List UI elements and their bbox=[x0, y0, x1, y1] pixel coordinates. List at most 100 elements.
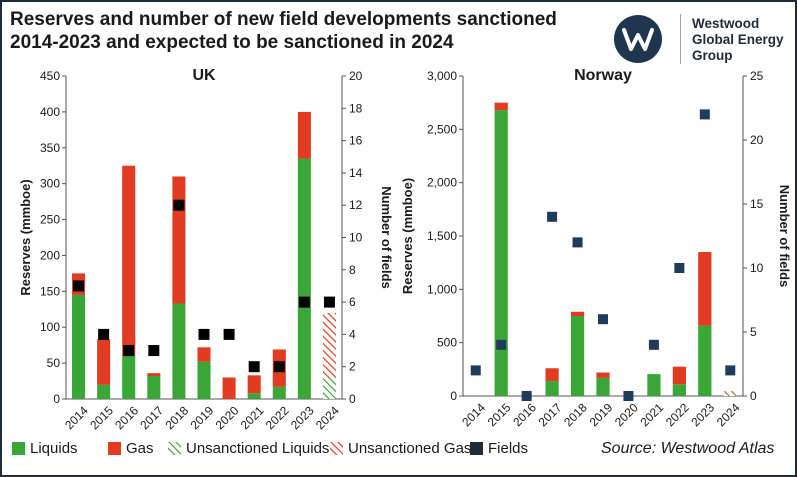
norway-x-tick-label: 2020 bbox=[612, 400, 641, 429]
norway-x-tick-label: 2021 bbox=[637, 400, 666, 429]
logo-line-2: Global Energy bbox=[692, 32, 784, 47]
norway-y2-axis-label: Number of fields bbox=[777, 185, 792, 288]
norway-y-axis-label: Reserves (mmboe) bbox=[400, 178, 415, 294]
uk-fields-marker bbox=[248, 361, 260, 373]
uk-liquids-bar bbox=[72, 294, 86, 399]
uk-x-tick-label: 2019 bbox=[188, 403, 217, 432]
uk-gas-bar bbox=[97, 339, 111, 385]
norway-x-tick-label: 2018 bbox=[561, 400, 590, 429]
uk-liquids-bar bbox=[97, 384, 111, 399]
norway-x-tick-label: 2023 bbox=[688, 400, 717, 429]
norway-x-tick-label: 2024 bbox=[714, 400, 743, 429]
legend-unsanctioned-liquids-label: Unsanctioned Liquids bbox=[186, 440, 330, 457]
norway-y-tick-label: 1,500 bbox=[427, 229, 457, 243]
norway-y2-tick-label: 15 bbox=[750, 197, 764, 211]
uk-y-axis-label: Reserves (mmboe) bbox=[18, 179, 33, 295]
uk-fields-marker bbox=[73, 280, 85, 292]
norway-y-tick-label: 500 bbox=[437, 336, 457, 350]
uk-y2-tick-label: 2 bbox=[349, 360, 356, 374]
norway-x-tick-label: 2015 bbox=[485, 400, 514, 429]
w-monogram-icon bbox=[614, 15, 662, 63]
norway-unsanctioned-liquids-bar bbox=[723, 393, 737, 396]
logo-text: Westwood Global Energy Group bbox=[692, 16, 784, 64]
uk-y2-tick-label: 4 bbox=[349, 327, 356, 341]
uk-fields-marker bbox=[123, 345, 135, 357]
norway-fields-marker bbox=[699, 109, 710, 120]
norway-fields-marker bbox=[521, 391, 532, 401]
uk-fields-marker bbox=[223, 328, 235, 340]
uk-x-tick-label: 2021 bbox=[238, 403, 267, 432]
uk-x-tick-label: 2024 bbox=[313, 403, 342, 432]
uk-liquids-bar bbox=[272, 386, 286, 399]
uk-fields-marker bbox=[323, 296, 335, 308]
norway-liquids-bar bbox=[647, 374, 661, 396]
norway-fields-marker bbox=[623, 391, 634, 401]
uk-fields-marker bbox=[98, 328, 110, 340]
norway-liquids-bar bbox=[672, 384, 686, 396]
legend-gas: Gas bbox=[108, 440, 154, 457]
legend-unsanctioned-liquids: Unsanctioned Liquids bbox=[168, 440, 329, 457]
norway-liquids-bar bbox=[596, 377, 610, 396]
legend-liquids-label: Liquids bbox=[30, 440, 78, 457]
uk-fields-marker bbox=[273, 361, 285, 373]
norway-y2-tick-label: 5 bbox=[750, 325, 757, 339]
source-note: Source: Westwood Atlas bbox=[601, 440, 775, 457]
uk-y2-tick-label: 14 bbox=[349, 166, 363, 180]
uk-liquids-bar bbox=[247, 393, 261, 399]
norway-fields-marker bbox=[547, 211, 558, 222]
norway-y-tick-label: 2,000 bbox=[427, 176, 457, 190]
uk-y2-tick-label: 8 bbox=[349, 263, 356, 277]
norway-x-tick-label: 2022 bbox=[663, 400, 692, 429]
uk-y-tick-label: 350 bbox=[40, 141, 60, 155]
uk-x-tick-label: 2017 bbox=[137, 403, 166, 432]
legend-fields-label: Fields bbox=[488, 440, 529, 457]
uk-fields-marker bbox=[173, 199, 185, 211]
legend-gas-label: Gas bbox=[126, 440, 154, 457]
uk-y2-tick-label: 10 bbox=[349, 231, 363, 245]
westwood-logo: Westwood Global Energy Group bbox=[610, 12, 795, 66]
norway-y2-tick-label: 20 bbox=[750, 133, 764, 147]
norway-fields-marker bbox=[674, 263, 685, 273]
norway-y-tick-label: 2,500 bbox=[427, 122, 457, 136]
legend-unsanctioned-gas-swatch bbox=[330, 442, 343, 455]
norway-fields-marker bbox=[572, 237, 583, 248]
uk-gas-bar bbox=[197, 347, 211, 362]
uk-y-tick-label: 50 bbox=[47, 356, 61, 370]
norway-fields-marker bbox=[648, 339, 659, 350]
uk-x-tick-label: 2022 bbox=[263, 403, 292, 432]
uk-fields-marker bbox=[148, 345, 160, 357]
uk-y2-tick-label: 20 bbox=[349, 69, 363, 83]
logo-line-1: Westwood bbox=[692, 16, 760, 31]
uk-y2-tick-label: 6 bbox=[349, 295, 356, 309]
legend-unsanctioned-liquids-swatch bbox=[168, 442, 181, 455]
uk-gas-bar bbox=[297, 111, 311, 159]
uk-y-tick-label: 450 bbox=[40, 69, 60, 83]
legend-unsanctioned-gas-label: Unsanctioned Gas bbox=[348, 440, 472, 457]
uk-x-tick-label: 2014 bbox=[62, 403, 91, 432]
norway-x-tick-label: 2017 bbox=[536, 400, 565, 429]
norway-x-tick-label: 2016 bbox=[510, 400, 539, 429]
norway-gas-bar bbox=[672, 366, 686, 385]
uk-gas-bar bbox=[122, 165, 136, 356]
uk-liquids-bar bbox=[147, 376, 161, 399]
norway-x-tick-label: 2019 bbox=[587, 400, 616, 429]
uk-x-tick-label: 2015 bbox=[87, 403, 116, 432]
uk-gas-bar bbox=[222, 377, 236, 399]
legend-liquids-swatch bbox=[12, 442, 25, 455]
norway-gas-bar bbox=[494, 102, 508, 111]
uk-y-tick-label: 400 bbox=[40, 105, 60, 119]
uk-unsanctioned-gas-bar bbox=[322, 312, 336, 379]
norway-gas-bar bbox=[570, 311, 585, 316]
uk-unsanctioned-liquids-bar bbox=[322, 378, 336, 399]
norway-liquids-bar bbox=[545, 381, 559, 396]
uk-x-tick-label: 2018 bbox=[162, 403, 191, 432]
logo-divider bbox=[680, 14, 681, 64]
chart-title: Reserves and number of new field develop… bbox=[10, 9, 557, 53]
uk-y2-axis-label: Number of fields bbox=[379, 186, 394, 289]
uk-liquids-bar bbox=[297, 158, 311, 399]
legend-unsanctioned-gas: Unsanctioned Gas bbox=[330, 440, 471, 457]
uk-y-tick-label: 250 bbox=[40, 213, 60, 227]
norway-liquids-bar bbox=[494, 110, 508, 396]
norway-y2-tick-label: 25 bbox=[750, 69, 764, 83]
uk-y-tick-label: 200 bbox=[40, 248, 60, 262]
